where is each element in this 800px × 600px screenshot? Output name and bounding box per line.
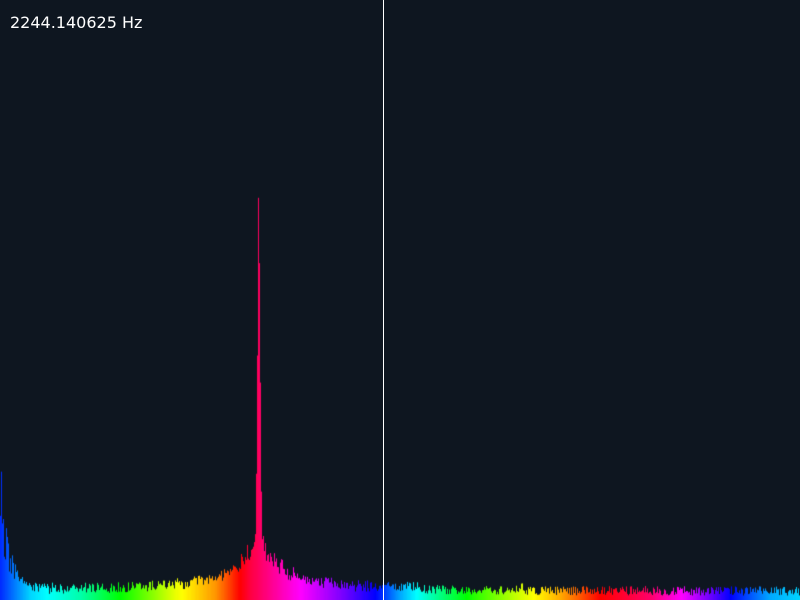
- frequency-cursor-line[interactable]: [383, 0, 384, 600]
